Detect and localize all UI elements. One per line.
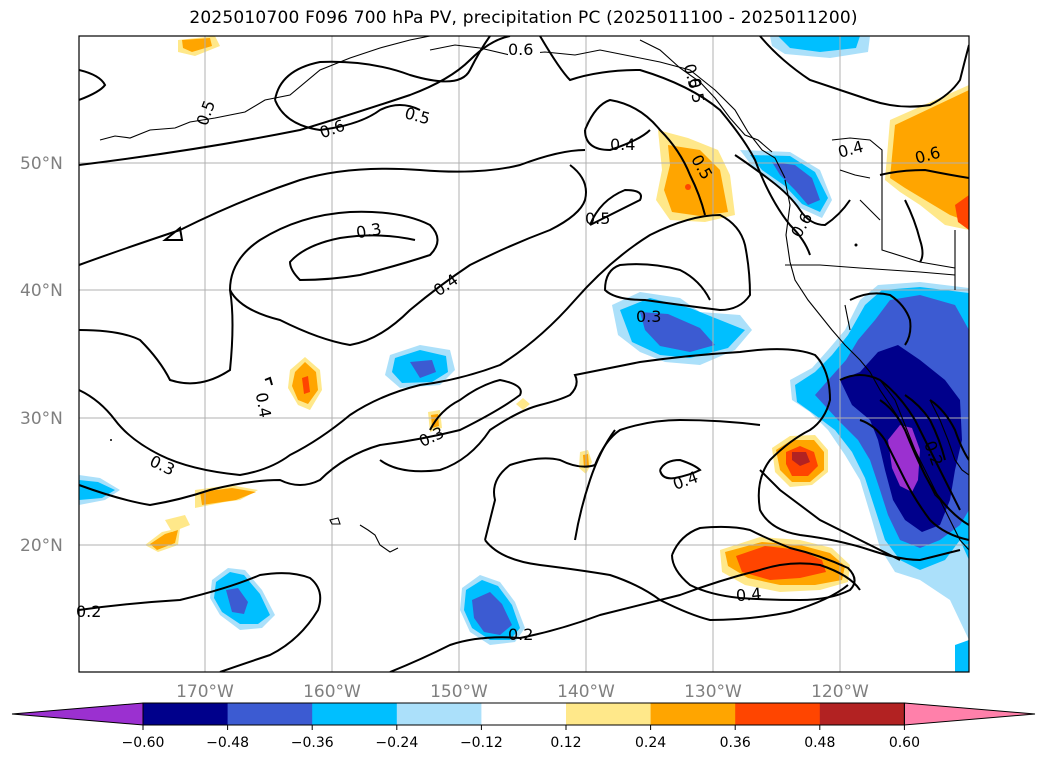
colorbar-segment [143, 703, 229, 725]
colorbar-tick-label: 0.48 [804, 735, 835, 751]
contour-label: 0.4 [735, 584, 762, 605]
colorbar-segment [650, 703, 736, 725]
colorbar-tick-label: 0.24 [635, 735, 666, 751]
lat-label-50n: 50°N [20, 154, 63, 174]
contour-label: 0.4 [610, 135, 635, 154]
small-islands [110, 243, 858, 441]
contour-label: 0.2 [76, 602, 101, 621]
colorbar-segment [481, 703, 567, 725]
lon-label-140w: 140°W [557, 682, 615, 702]
contour-label: 0.3 [636, 307, 661, 326]
colorbar-tick-label: −0.36 [291, 735, 334, 751]
colorbar-tick-label: 0.12 [550, 735, 581, 751]
colorbar-tick-label: −0.60 [122, 735, 165, 751]
colorbar-segment [396, 703, 482, 725]
colorbar-tick-label: −0.48 [206, 735, 249, 751]
contour-label: 0.2 [508, 625, 533, 644]
contour-label: 0.5 [685, 76, 708, 104]
lon-labels: 170°W 160°W 150°W 140°W 130°W 120°W [176, 682, 869, 702]
colorbar-segment [227, 703, 313, 725]
chart-title: 2025010700 F096 700 hPa PV, precipitatio… [189, 8, 858, 28]
contour-label: 0.4 [252, 391, 275, 419]
lat-label-40n: 40°N [20, 281, 63, 301]
lon-label-130w: 130°W [684, 682, 742, 702]
colorbar-extend-min [11, 702, 144, 726]
lon-label-170w: 170°W [176, 682, 234, 702]
pv-contours [79, 36, 969, 672]
colorbar-segment [312, 703, 398, 725]
colorbar-tick-label: 0.36 [720, 735, 751, 751]
colorbar-tick-label: −0.12 [460, 735, 503, 751]
colorbar: −0.60 −0.48 −0.36 −0.24 −0.12 0.12 0.24 0.36 0.4… [11, 702, 1036, 751]
colorbar-extend-max [903, 702, 1036, 726]
colorbar-segment [819, 703, 905, 725]
contour-label: 0.5 [585, 209, 610, 228]
contour-label: 0.6 [508, 40, 533, 59]
lon-label-120w: 120°W [811, 682, 869, 702]
colorbar-outline [142, 702, 905, 726]
lon-label-160w: 160°W [303, 682, 361, 702]
contour-label: 0.3 [355, 219, 383, 242]
lat-labels: 50°N 40°N 30°N 20°N [20, 154, 63, 556]
colorbar-tick-label: 0.60 [889, 735, 920, 751]
lat-label-20n: 20°N [20, 536, 63, 556]
precipitation-fills [79, 36, 969, 672]
lon-label-150w: 150°W [430, 682, 488, 702]
map-frame [78, 35, 970, 673]
colorbar-segment [735, 703, 821, 725]
colorbar-tick-label: −0.24 [375, 735, 418, 751]
colorbar-segment [566, 703, 652, 725]
lat-label-30n: 30°N [20, 409, 63, 429]
